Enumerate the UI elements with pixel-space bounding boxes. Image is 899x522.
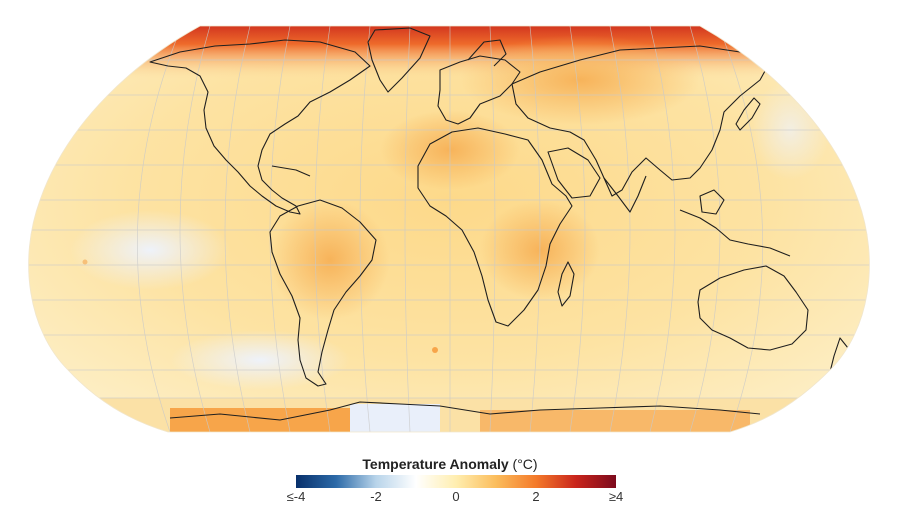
coast-scandinavia bbox=[467, 39, 507, 67]
legend-title-unit: (°C) bbox=[512, 456, 538, 472]
legend-color-bar bbox=[296, 475, 616, 488]
pacific-cool-region bbox=[70, 210, 230, 290]
antarctic-cool-patch bbox=[350, 404, 440, 432]
graticule bbox=[28, 26, 870, 432]
coast-borneo bbox=[699, 189, 725, 215]
legend-gradient-rect bbox=[296, 475, 616, 488]
warm-dot-east-pacific bbox=[82, 259, 88, 265]
map-outline bbox=[28, 25, 870, 433]
coast-asia bbox=[511, 45, 771, 197]
legend-tick-label: 2 bbox=[532, 489, 540, 504]
coast-japan bbox=[735, 97, 761, 131]
coast-australia bbox=[697, 265, 809, 351]
coast-north-america bbox=[149, 39, 371, 215]
legend-tick-label: ≤-4 bbox=[286, 489, 306, 504]
coast-south-america bbox=[269, 199, 377, 387]
coast-madagascar bbox=[557, 261, 575, 307]
warm-dot-south-atlantic bbox=[432, 347, 438, 353]
siberia-warm-region bbox=[460, 35, 700, 125]
coast-india bbox=[603, 175, 647, 213]
world-map bbox=[28, 25, 870, 433]
legend-tick-label: -2 bbox=[370, 489, 382, 504]
coast-greenland bbox=[367, 27, 431, 93]
coast-caribbean bbox=[271, 165, 311, 177]
coast-europe bbox=[437, 55, 521, 125]
coast-se-asia-islands bbox=[679, 209, 791, 257]
legend-tick-label: ≥4 bbox=[608, 489, 624, 504]
coast-africa bbox=[417, 127, 573, 327]
anomaly-map-svg bbox=[28, 25, 870, 433]
legend-title-text: Temperature Anomaly bbox=[362, 456, 509, 472]
color-legend: Temperature Anomaly (°C) ≤-4 -2 0 2 ≥4 bbox=[280, 456, 624, 516]
antarctic-warm-patch-east bbox=[480, 410, 750, 432]
coast-arabia bbox=[547, 147, 601, 199]
map-body bbox=[28, 26, 870, 432]
legend-title: Temperature Anomaly (°C) bbox=[280, 456, 620, 472]
coastlines bbox=[149, 27, 849, 421]
coast-antarctica bbox=[169, 401, 761, 421]
legend-tick-label: 0 bbox=[452, 489, 460, 504]
